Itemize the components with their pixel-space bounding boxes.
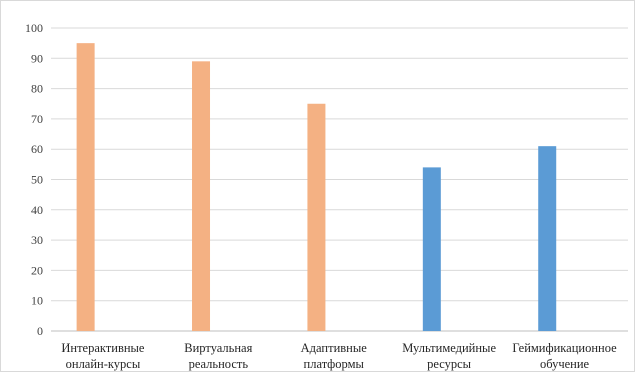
- bar: [538, 146, 557, 331]
- x-category-label: обучение: [540, 357, 590, 371]
- y-tick-label: 60: [31, 142, 43, 156]
- x-category-label: Мультимедийные: [402, 341, 496, 355]
- x-category-label: ресурсы: [427, 357, 472, 371]
- y-tick-label: 50: [31, 173, 43, 187]
- y-tick-label: 90: [31, 51, 43, 65]
- x-category-label: платформы: [304, 357, 365, 371]
- bar: [422, 167, 441, 331]
- y-tick-label: 70: [31, 112, 43, 126]
- x-category-label: Интерактивные: [61, 341, 145, 355]
- y-tick-label: 80: [31, 82, 43, 96]
- y-tick-label: 10: [31, 294, 43, 308]
- x-category-label: онлайн-курсы: [66, 357, 141, 371]
- y-tick-label: 30: [31, 233, 43, 247]
- bar: [76, 43, 95, 332]
- x-category-label: Геймификационное: [512, 341, 617, 355]
- x-category-label: Виртуальная: [184, 341, 252, 355]
- x-category-label: реальность: [189, 357, 249, 371]
- y-tick-label: 100: [25, 21, 43, 35]
- x-category-label: Адаптивные: [301, 341, 368, 355]
- y-tick-label: 20: [31, 263, 43, 277]
- y-tick-label: 40: [31, 203, 43, 217]
- y-tick-label: 0: [37, 324, 43, 338]
- bar: [192, 61, 211, 332]
- bar: [307, 103, 326, 331]
